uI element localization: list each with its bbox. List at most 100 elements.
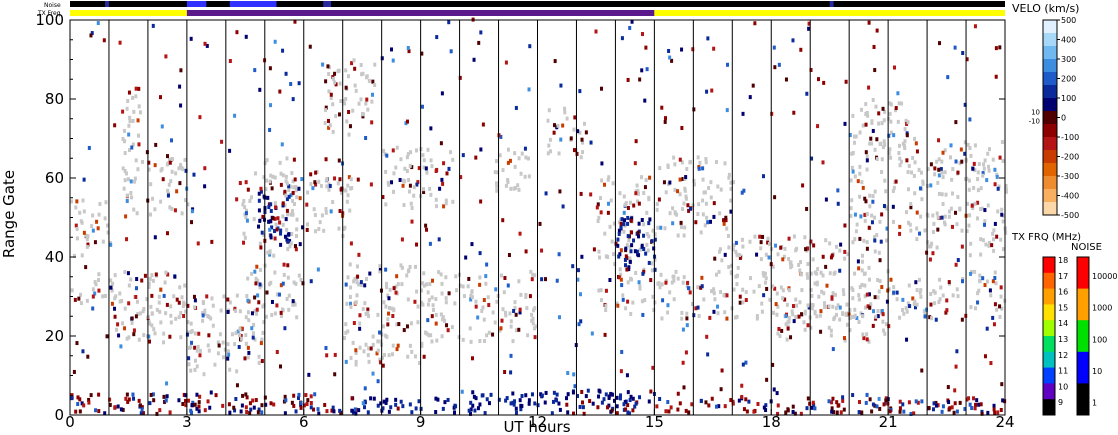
txfreq-segment-2 — [654, 10, 1005, 16]
scatter-cell — [177, 398, 181, 403]
scatter-cell — [461, 153, 465, 158]
scatter-cell — [247, 350, 251, 355]
scatter-cell — [846, 252, 850, 257]
scatter-cell — [706, 220, 710, 225]
scatter-cell — [617, 220, 621, 225]
scatter-cell — [955, 409, 959, 414]
scatter-cell — [696, 285, 700, 290]
scatter-cell — [884, 189, 888, 194]
scatter-cell — [566, 410, 570, 415]
scatter-cell — [421, 302, 425, 307]
scatter-cell — [744, 290, 748, 295]
scatter-cell — [485, 397, 489, 402]
scatter-cell — [206, 399, 210, 404]
scatter-cell — [399, 399, 403, 404]
scatter-cell — [186, 330, 190, 335]
scatter-cell — [921, 181, 925, 186]
scatter-cell — [555, 278, 559, 283]
scatter-cell — [518, 231, 522, 236]
scatter-cell — [650, 268, 654, 273]
scatter-cell — [761, 174, 765, 179]
scatter-cell — [417, 166, 421, 171]
scatter-cell — [189, 408, 193, 413]
scatter-cell — [873, 68, 877, 73]
scatter-cell — [506, 177, 510, 182]
scatter-cell — [287, 293, 291, 298]
scatter-cell — [444, 300, 448, 305]
scatter-cell — [324, 105, 328, 110]
txfreq-swatch-6 — [1043, 351, 1055, 369]
scatter-cell — [499, 134, 503, 139]
scatter-cell — [884, 396, 888, 401]
scatter-cell — [836, 188, 840, 193]
scatter-cell — [649, 389, 653, 394]
scatter-cell — [784, 314, 788, 319]
scatter-cell — [905, 210, 909, 215]
x-tick-label-0: 0 — [65, 413, 75, 431]
scatter-cell — [760, 309, 764, 314]
scatter-cell — [136, 167, 140, 172]
velocity-label: 0 — [1061, 114, 1066, 123]
scatter-cell — [134, 158, 138, 163]
scatter-cell — [663, 226, 667, 231]
scatter-cell — [637, 280, 641, 285]
scatter-cell — [565, 116, 569, 121]
scatter-cell — [983, 282, 987, 287]
scatter-cell — [151, 392, 155, 397]
scatter-cell — [340, 190, 344, 195]
scatter-cell — [915, 288, 919, 293]
scatter-cell — [610, 408, 614, 413]
scatter-cell — [325, 177, 329, 182]
scatter-cell — [331, 129, 335, 134]
scatter-cell — [909, 411, 913, 416]
scatter-cell — [431, 278, 435, 283]
scatter-cell — [468, 326, 472, 331]
scatter-cell — [764, 276, 768, 281]
scatter-cell — [458, 75, 462, 80]
noise-swatch-3 — [1077, 351, 1089, 384]
scatter-cell — [830, 296, 834, 301]
scatter-cell — [976, 291, 980, 296]
scatter-cell — [633, 161, 637, 166]
scatter-cell — [405, 273, 409, 278]
scatter-cell — [86, 234, 90, 239]
scatter-cell — [169, 179, 173, 184]
scatter-cell — [764, 403, 768, 408]
scatter-cell — [402, 328, 406, 333]
scatter-cell — [827, 325, 831, 330]
scatter-cell — [868, 193, 872, 198]
scatter-cell — [268, 252, 272, 257]
scatter-cell — [262, 175, 266, 180]
scatter-cell — [714, 272, 718, 277]
scatter-cell — [182, 302, 186, 307]
scatter-cell — [732, 180, 736, 185]
scatter-cell — [197, 404, 201, 409]
scatter-cell — [806, 262, 810, 267]
scatter-cell — [789, 335, 793, 340]
scatter-cell — [923, 311, 927, 316]
scatter-cell — [972, 185, 976, 190]
scatter-cell — [815, 282, 819, 287]
scatter-cell — [618, 191, 622, 196]
txfreq-label: 9 — [1058, 398, 1063, 407]
scatter-cell — [160, 124, 164, 129]
scatter-cell — [849, 213, 853, 218]
scatter-cell — [354, 348, 358, 353]
scatter-cell — [324, 207, 328, 212]
scatter-cell — [186, 202, 190, 207]
y-tick-label-20: 20 — [45, 327, 64, 345]
scatter-cell — [434, 297, 438, 302]
scatter-cell — [714, 404, 718, 409]
scatter-cell — [576, 277, 580, 282]
scatter-cell — [992, 407, 996, 412]
scatter-cell — [934, 400, 938, 405]
scatter-cell — [506, 147, 510, 152]
scatter-cell — [968, 146, 972, 151]
scatter-cell — [641, 271, 645, 276]
scatter-cell — [384, 267, 388, 272]
scatter-cell — [881, 145, 885, 150]
txfreq-swatch-9 — [1043, 399, 1055, 416]
scatter-cell — [309, 405, 313, 410]
scatter-cell — [441, 317, 445, 322]
scatter-cell — [314, 170, 318, 175]
